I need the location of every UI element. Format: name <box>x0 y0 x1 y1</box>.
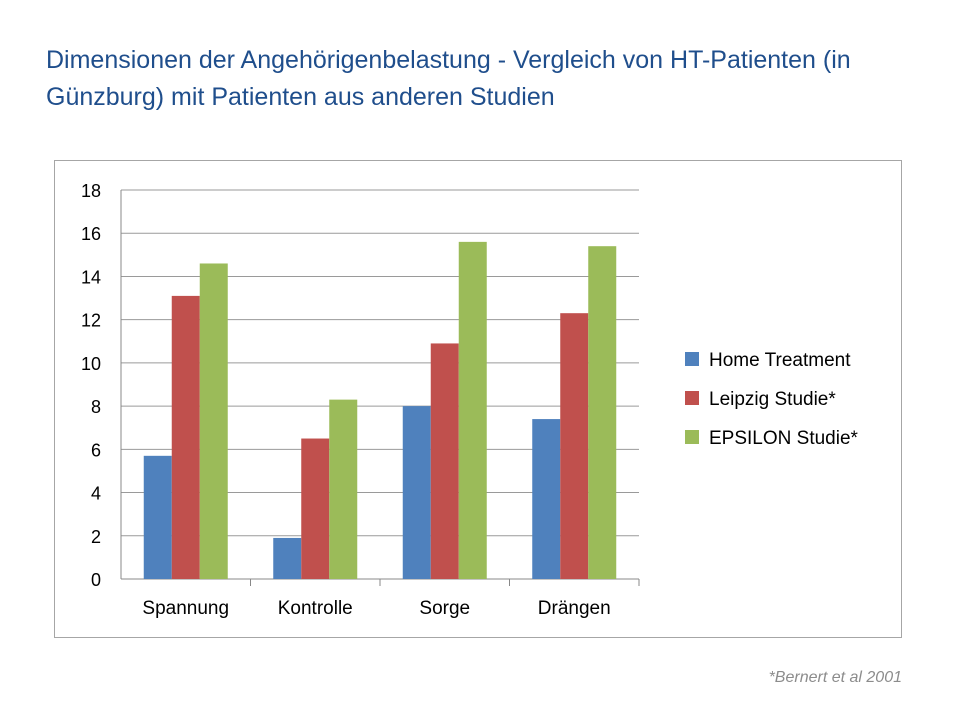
legend-swatch <box>685 391 699 405</box>
y-tick-label: 16 <box>81 224 101 244</box>
footnote: *Bernert et al 2001 <box>768 669 902 686</box>
x-category-label: Sorge <box>419 598 470 619</box>
bar-epsilon-studie--sorge <box>458 241 487 579</box>
y-tick-label: 4 <box>91 484 101 504</box>
y-tick-label: 2 <box>91 527 101 547</box>
y-tick-label: 14 <box>81 267 101 287</box>
legend-swatch <box>685 352 699 366</box>
x-category-label: Spannung <box>142 598 229 619</box>
y-tick-label: 18 <box>81 181 101 201</box>
y-tick-label: 6 <box>91 440 101 460</box>
y-tick-label: 0 <box>91 570 101 590</box>
bar-leipzig-studie--spannung <box>171 295 200 579</box>
bar-leipzig-studie--drängen <box>560 313 589 579</box>
bar-home-treatment-spannung <box>143 455 172 579</box>
bar-epsilon-studie--drängen <box>588 246 617 579</box>
bar-leipzig-studie--sorge <box>430 343 459 579</box>
legend-swatch <box>685 430 699 444</box>
y-tick-label: 8 <box>91 397 101 417</box>
slide-title: Dimensionen der Angehörigenbelastung - V… <box>46 46 851 111</box>
bar-chart: 0 2 4 6 8 10 12 14 16 18 Spannung Kontrolle Sorge Drä… <box>81 181 859 619</box>
bar-leipzig-studie--kontrolle <box>301 438 330 579</box>
y-tick-label: 12 <box>81 311 101 331</box>
bar-home-treatment-sorge <box>402 406 431 579</box>
bar-home-treatment-kontrolle <box>273 537 302 579</box>
legend-label: Home Treatment <box>709 350 851 371</box>
y-tick-label: 10 <box>81 354 101 374</box>
bar-epsilon-studie--kontrolle <box>329 399 358 579</box>
chart-area: 0 2 4 6 8 10 12 14 16 18 Spannung Kontrolle Sorge Drä… <box>54 160 902 638</box>
bar-epsilon-studie--spannung <box>199 263 228 579</box>
legend-label: EPSILON Studie* <box>709 428 859 449</box>
x-category-label: Drängen <box>538 598 611 619</box>
x-category-label: Kontrolle <box>278 598 353 619</box>
bar-home-treatment-drängen <box>532 419 561 579</box>
legend-label: Leipzig Studie* <box>709 389 836 410</box>
